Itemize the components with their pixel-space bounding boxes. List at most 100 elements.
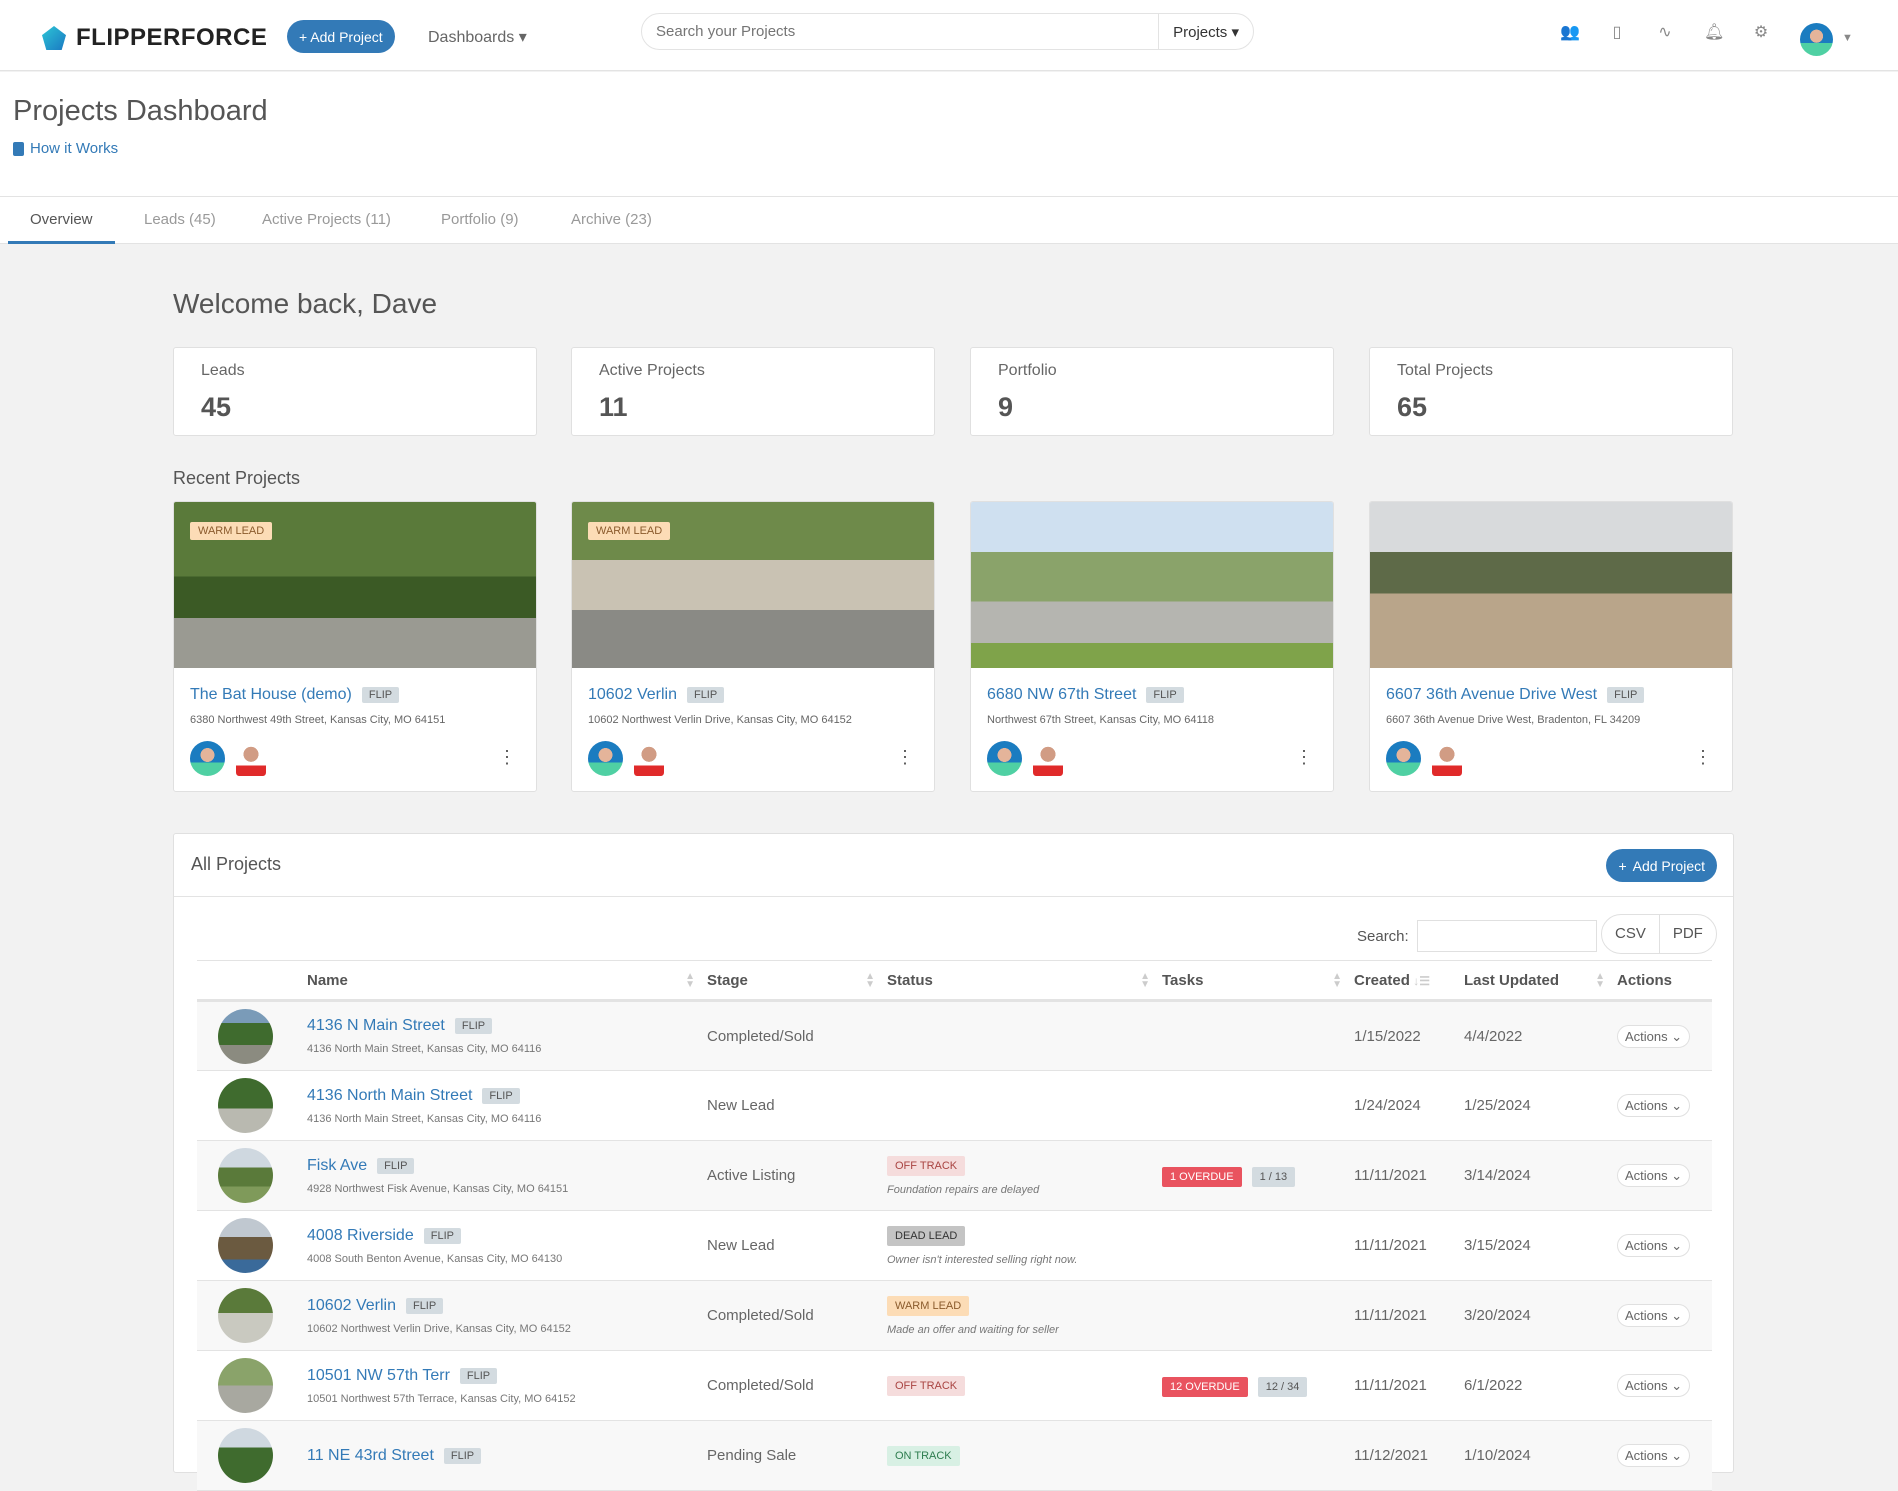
recent-project-card[interactable]: WARM LEAD 10602 Verlin FLIP 10602 Northwe… [571,501,935,792]
user-avatar[interactable] [1800,23,1833,56]
tab-portfolio[interactable]: Portfolio (9) [441,211,519,228]
project-address: 4928 Northwest Fisk Avenue, Kansas City,… [307,1182,569,1195]
table-row[interactable]: 10602 Verlin FLIP 10602 Northwest Verlin D… [197,1280,1712,1351]
property-thumbnail[interactable] [218,1008,273,1064]
table-row[interactable]: Fisk Ave FLIP 4928 Northwest Fisk Avenue, … [197,1140,1712,1211]
project-name-link[interactable]: 4008 Riverside [307,1226,414,1244]
property-thumbnail[interactable] [218,1078,273,1133]
project-name-link[interactable]: 6680 NW 67th Street [987,686,1137,703]
recent-project-card[interactable]: WARM LEAD The Bat House (demo) FLIP 6380 … [173,501,537,792]
avatar[interactable] [190,741,225,776]
tab-archive[interactable]: Archive (23) [571,211,652,228]
avatar[interactable] [1386,741,1421,776]
more-options-icon[interactable]: ⋮ [498,747,516,767]
avatar[interactable] [634,741,664,776]
avatar[interactable] [987,741,1022,776]
pdf-button[interactable]: PDF [1658,915,1716,953]
column-header[interactable]: Name ▲ ▼ [307,960,707,1002]
sort-icon[interactable]: ▲ ▼ [1140,971,1150,990]
project-name-link[interactable]: 10602 Verlin [588,686,677,703]
actions-dropdown[interactable]: Actions ⌄ [1617,1304,1691,1327]
add-project-label: Add Project [1632,857,1705,874]
recent-project-card[interactable]: 6607 36th Avenue Drive West FLIP 6607 36t… [1369,501,1733,792]
actions-dropdown[interactable]: Actions ⌄ [1617,1374,1691,1397]
calendar-icon[interactable]: ▯ [1612,24,1622,41]
avatar[interactable] [588,741,623,776]
stat-card-leads[interactable]: Leads 45 [173,347,537,436]
tab-overview[interactable]: Overview [8,197,115,244]
sort-icon[interactable]: ▲ ▼ [865,971,875,990]
table-search-input[interactable] [1416,920,1597,952]
project-name-link[interactable]: 10501 NW 57th Terr [307,1366,450,1384]
search-scope-dropdown[interactable]: Projects ▾ [1158,14,1253,49]
project-name-link[interactable]: Fisk Ave [307,1156,368,1174]
actions-label: Actions [1625,1308,1668,1323]
logo[interactable]: FLIPPERFORCE [42,24,267,52]
search-input[interactable] [642,23,1159,40]
column-header[interactable]: Tasks ▲ ▼ [1162,960,1354,1002]
project-address: 10602 Northwest Verlin Drive, Kansas Cit… [588,714,852,726]
csv-button[interactable]: CSV [1615,925,1646,942]
how-it-works-link[interactable]: How it Works [13,140,118,157]
table-row[interactable]: 11 NE 43rd Street FLIP Pending Sale ON TR… [197,1420,1712,1491]
how-it-works-label: How it Works [30,140,119,157]
property-photo[interactable] [971,502,1333,668]
column-header[interactable]: Stage ▲ ▼ [707,960,887,1002]
sort-icon[interactable]: ▲ ▼ [1595,971,1605,990]
logo-icon [42,26,66,50]
gear-icon[interactable]: ⚙ [1753,24,1769,41]
activity-icon[interactable]: ∿ [1658,24,1672,41]
more-options-icon[interactable]: ⋮ [1694,747,1712,767]
column-header[interactable]: Last Updated ▲ ▼ [1464,960,1617,1002]
chevron-down-icon[interactable]: ▼ [1842,32,1853,44]
stat-card-portfolio[interactable]: Portfolio 9 [970,347,1334,436]
add-project-button[interactable]: + Add Project [1606,849,1717,882]
actions-dropdown[interactable]: Actions ⌄ [1617,1444,1691,1467]
project-name-link[interactable]: 10602 Verlin [307,1296,396,1314]
project-name-link[interactable]: 6607 36th Avenue Drive West [1386,686,1598,703]
project-name-link[interactable]: 4136 N Main Street [307,1017,445,1034]
team-icon[interactable]: 👥 [1560,24,1580,41]
table-row[interactable]: 4008 Riverside FLIP 4008 South Benton Aven… [197,1210,1712,1281]
page-title: Projects Dashboard [13,95,268,127]
property-thumbnail[interactable] [218,1218,273,1273]
property-thumbnail[interactable] [218,1428,273,1483]
bell-icon[interactable]: 🔔︎ [1704,24,1725,41]
stat-label: Leads [201,362,245,379]
more-options-icon[interactable]: ⋮ [1295,747,1313,767]
sort-desc-icon[interactable]: ↓☰ [1409,973,1430,988]
type-badge: FLIP [377,1157,415,1174]
actions-dropdown[interactable]: Actions ⌄ [1617,1024,1691,1048]
column-header[interactable]: Status ▲ ▼ [887,960,1162,1002]
updated-cell: 1/25/2024 [1464,1070,1617,1141]
property-thumbnail[interactable] [218,1148,273,1203]
project-name-link[interactable]: 11 NE 43rd Street [307,1446,434,1464]
avatar[interactable] [1033,741,1063,776]
table-row[interactable]: 4136 North Main Street FLIP 4136 North Mai… [197,1070,1712,1141]
actions-dropdown[interactable]: Actions ⌄ [1617,1094,1691,1117]
add-project-button[interactable]: + Add Project [287,20,395,53]
sort-icon[interactable]: ▲ ▼ [685,971,695,990]
table-row[interactable]: 4136 N Main Street FLIP 4136 North Main St… [197,1000,1712,1071]
project-name-link[interactable]: The Bat House (demo) [190,686,352,703]
column-header[interactable]: Created ↓☰ [1354,960,1464,1002]
avatar[interactable] [236,741,266,776]
tab-active-projects[interactable]: Active Projects (11) [262,211,391,228]
stat-card-active-projects[interactable]: Active Projects 11 [571,347,935,436]
stat-card-total-projects[interactable]: Total Projects 65 [1369,347,1733,436]
table-row[interactable]: 10501 NW 57th Terr FLIP 10501 Northwest 57… [197,1350,1712,1421]
sort-icon[interactable]: ▲ ▼ [1332,971,1342,990]
actions-dropdown[interactable]: Actions ⌄ [1617,1164,1691,1187]
dashboards-dropdown[interactable]: Dashboards ▾ [428,29,527,46]
more-options-icon[interactable]: ⋮ [896,747,914,767]
chevron-down-icon: ⌄ [1671,1308,1683,1323]
property-photo[interactable] [1370,502,1732,668]
property-thumbnail[interactable] [218,1358,273,1413]
top-navbar: FLIPPERFORCE + Add Project Dashboards ▾ … [0,0,1898,71]
property-thumbnail[interactable] [218,1288,273,1343]
avatar[interactable] [1432,741,1462,776]
project-name-link[interactable]: 4136 North Main Street [307,1086,473,1104]
tab-leads[interactable]: Leads (45) [144,211,216,228]
recent-project-card[interactable]: 6680 NW 67th Street FLIP Northwest 67th S… [970,501,1334,792]
actions-dropdown[interactable]: Actions ⌄ [1617,1234,1691,1257]
